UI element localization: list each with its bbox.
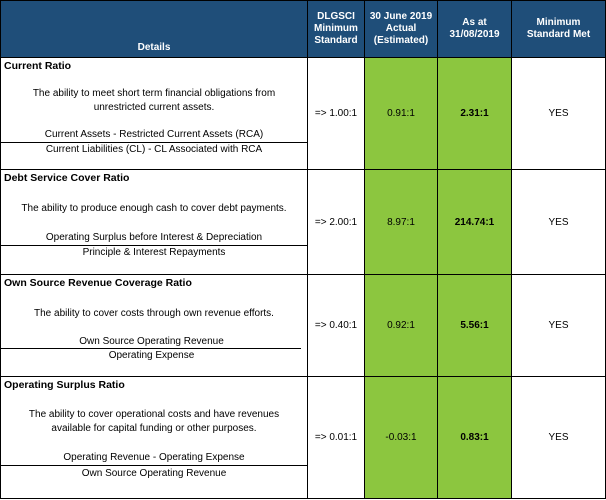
ratio-details-cell: Current Ratio The ability to meet short … [0, 57, 308, 170]
ratio-title: Own Source Revenue Coverage Ratio [4, 277, 192, 289]
ratio-title: Debt Service Cover Ratio [4, 172, 130, 184]
ratio-details-cell: Own Source Revenue Coverage Ratio The ab… [0, 274, 308, 377]
ratio-numerator: Operating Revenue - Operating Expense [63, 452, 245, 463]
fraction-divider [1, 465, 308, 466]
min-standard-value: => 1.00:1 [307, 57, 365, 170]
actual-value: 0.92:1 [364, 274, 438, 377]
as-at-value: 214.74:1 [437, 169, 512, 275]
ratio-row-own-source-revenue-coverage: Own Source Revenue Coverage Ratio The ab… [0, 274, 606, 377]
ratio-row-operating-surplus: Operating Surplus Ratio The ability to c… [0, 376, 606, 499]
ratio-details-cell: Debt Service Cover Ratio The ability to … [0, 169, 308, 275]
min-standard-value: => 0.01:1 [307, 376, 365, 499]
as-at-value: 5.56:1 [437, 274, 512, 377]
ratio-description: The ability to produce enough cash to co… [21, 203, 287, 214]
min-standard-value: => 2.00:1 [307, 169, 365, 275]
ratio-denominator: Principle & Interest Repayments [82, 247, 226, 258]
ratio-row-debt-service-cover: Debt Service Cover Ratio The ability to … [0, 169, 606, 275]
actual-value: 8.97:1 [364, 169, 438, 275]
ratio-numerator: Own Source Operating Revenue [79, 336, 224, 347]
ratio-row-current-ratio: Current Ratio The ability to meet short … [0, 57, 606, 170]
ratio-numerator: Current Assets - Restricted Current Asse… [44, 129, 264, 140]
dlgsci-minimum-standard-header: DLGSCI Minimum Standard [307, 0, 365, 58]
as-at-header: As at 31/08/2019 [437, 0, 512, 58]
as-at-value: 2.31:1 [437, 57, 512, 170]
ratio-denominator: Operating Expense [108, 350, 195, 361]
actual-value: -0.03:1 [364, 376, 438, 499]
header-row: Details DLGSCI Minimum Standard 30 June … [0, 0, 606, 58]
standard-met-value: YES [511, 274, 606, 377]
ratio-details-cell: Operating Surplus Ratio The ability to c… [0, 376, 308, 499]
ratio-numerator: Operating Surplus before Interest & Depr… [45, 232, 263, 243]
ratio-description: The ability to cover costs through own r… [34, 308, 274, 319]
ratio-title: Current Ratio [4, 60, 72, 72]
actual-estimated-header: 30 June 2019 Actual (Estimated) [364, 0, 438, 58]
ratio-denominator: Own Source Operating Revenue [81, 468, 227, 479]
standard-met-value: YES [511, 376, 606, 499]
details-header: Details [0, 0, 308, 58]
standard-met-value: YES [511, 169, 606, 275]
fraction-divider [1, 142, 308, 143]
ratio-description: The ability to meet short term financial… [32, 88, 276, 113]
ratio-denominator: Current Liabilities (CL) - CL Associated… [45, 144, 263, 155]
fraction-divider [1, 245, 308, 246]
actual-value: 0.91:1 [364, 57, 438, 170]
ratio-description: The ability to cover operational costs a… [28, 409, 280, 434]
ratio-title: Operating Surplus Ratio [4, 379, 125, 391]
standard-met-value: YES [511, 57, 606, 170]
as-at-value: 0.83:1 [437, 376, 512, 499]
fraction-divider [1, 348, 301, 349]
minimum-standard-met-header: Minimum Standard Met [511, 0, 606, 58]
min-standard-value: => 0.40:1 [307, 274, 365, 377]
